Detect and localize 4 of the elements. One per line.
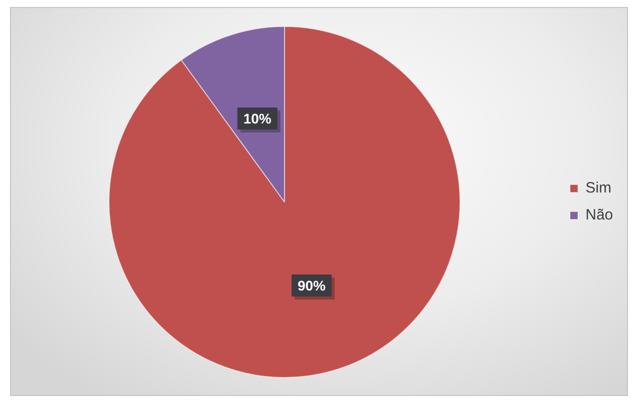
legend-label: Não bbox=[585, 206, 614, 224]
data-label: 90% bbox=[298, 277, 326, 294]
data-label: 10% bbox=[243, 110, 272, 126]
legend-label: Sim bbox=[585, 180, 612, 197]
